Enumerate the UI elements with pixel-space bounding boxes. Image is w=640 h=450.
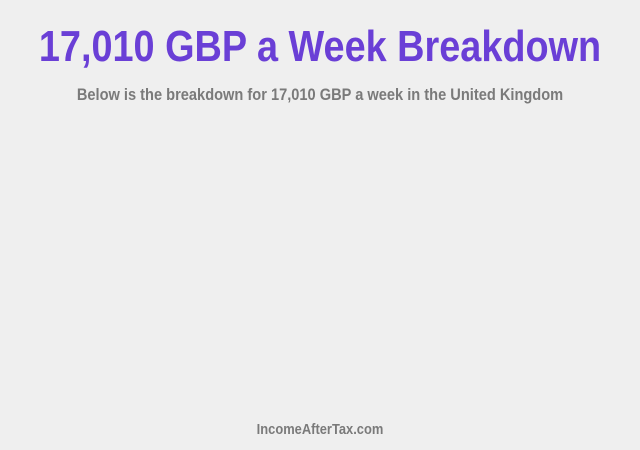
- page-title: 17,010 GBP a Week Breakdown: [38, 22, 602, 71]
- page-subtitle: Below is the breakdown for 17,010 GBP a …: [76, 85, 564, 104]
- footer-site-name: IncomeAfterTax.com: [256, 421, 384, 438]
